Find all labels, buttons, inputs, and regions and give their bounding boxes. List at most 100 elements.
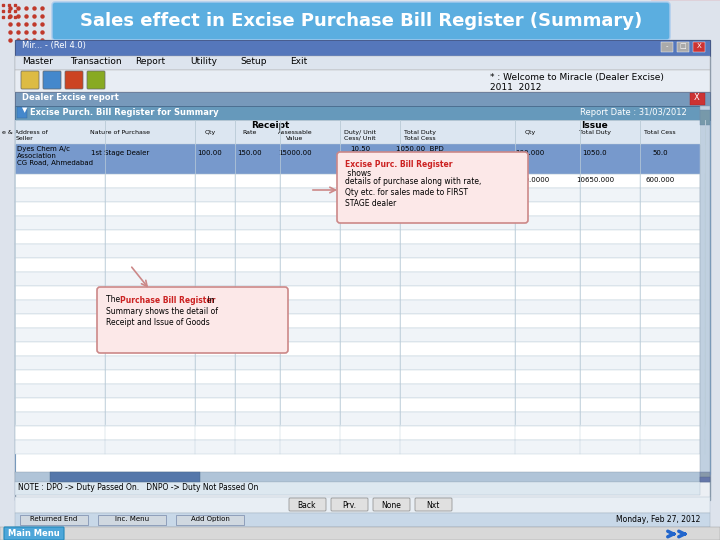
Text: Nxt: Nxt bbox=[426, 501, 440, 510]
Text: Monday, Feb 27, 2012: Monday, Feb 27, 2012 bbox=[616, 515, 700, 524]
Text: Total Cess: Total Cess bbox=[644, 130, 676, 135]
Bar bbox=[15, 300, 700, 314]
Bar bbox=[15, 356, 700, 370]
Bar bbox=[15, 384, 700, 398]
Text: e & Address of
Seller: e & Address of Seller bbox=[2, 130, 48, 141]
Bar bbox=[15, 472, 700, 482]
Text: -: - bbox=[666, 43, 668, 49]
Text: 1050.00  BPD
50.00  BNPD: 1050.00 BPD 50.00 BNPD bbox=[396, 146, 444, 159]
Bar bbox=[15, 497, 710, 513]
FancyBboxPatch shape bbox=[415, 498, 452, 511]
Text: Exit: Exit bbox=[290, 57, 307, 66]
Bar bbox=[15, 272, 700, 286]
Bar bbox=[15, 258, 700, 272]
Text: Qty: Qty bbox=[204, 130, 215, 135]
Text: 2011  2012: 2011 2012 bbox=[490, 83, 541, 92]
Text: Dyes Chem A/c
Association
CG Road, Ahmedabad: Dyes Chem A/c Association CG Road, Ahmed… bbox=[17, 146, 93, 166]
Text: 50.0: 50.0 bbox=[652, 150, 668, 156]
Text: 1st Stage Dealer: 1st Stage Dealer bbox=[91, 150, 149, 156]
Text: Excise Purch. Bill Register for Summary: Excise Purch. Bill Register for Summary bbox=[30, 108, 219, 117]
Text: Total Duty: Total Duty bbox=[579, 130, 611, 135]
Text: Report: Report bbox=[135, 57, 165, 66]
Bar bbox=[700, 106, 710, 474]
Bar bbox=[15, 342, 700, 356]
Bar bbox=[690, 93, 705, 105]
Bar bbox=[17, 107, 27, 118]
Text: Dealer Excise report: Dealer Excise report bbox=[22, 93, 119, 102]
Text: Qty etc. for sales made to FIRST: Qty etc. for sales made to FIRST bbox=[345, 188, 468, 197]
Bar bbox=[20, 515, 88, 525]
Text: Assessable
Value: Assessable Value bbox=[278, 130, 312, 141]
Text: □: □ bbox=[680, 43, 686, 49]
FancyBboxPatch shape bbox=[97, 287, 288, 353]
Text: STAGE dealer: STAGE dealer bbox=[345, 199, 396, 208]
Text: Excise Purc. Bill Register: Excise Purc. Bill Register bbox=[345, 160, 452, 169]
Text: 600.000: 600.000 bbox=[645, 177, 675, 183]
Bar bbox=[700, 477, 710, 482]
FancyBboxPatch shape bbox=[4, 527, 64, 540]
Text: Back: Back bbox=[298, 501, 316, 510]
Circle shape bbox=[651, 0, 720, 65]
Bar bbox=[15, 370, 700, 384]
Bar bbox=[661, 42, 673, 52]
Bar bbox=[15, 70, 710, 92]
Text: Sales effect in Excise Purchase Bill Register (Summary): Sales effect in Excise Purchase Bill Reg… bbox=[80, 12, 642, 30]
Bar bbox=[15, 40, 710, 500]
Text: Rate: Rate bbox=[243, 130, 257, 135]
Text: The: The bbox=[106, 295, 122, 304]
Bar bbox=[0, 527, 720, 540]
Text: Summary shows the detail of: Summary shows the detail of bbox=[106, 307, 218, 316]
Text: 150.00: 150.00 bbox=[238, 150, 262, 156]
Text: None: None bbox=[381, 501, 401, 510]
Bar bbox=[15, 202, 700, 216]
Text: 15000.00: 15000.00 bbox=[278, 150, 312, 156]
Bar bbox=[15, 106, 710, 474]
Text: Master: Master bbox=[22, 57, 53, 66]
Bar bbox=[15, 286, 700, 300]
Bar bbox=[700, 110, 710, 125]
Text: Utility: Utility bbox=[190, 57, 217, 66]
FancyBboxPatch shape bbox=[337, 152, 528, 223]
FancyBboxPatch shape bbox=[52, 2, 670, 40]
Text: details of purchase along with rate,: details of purchase along with rate, bbox=[345, 177, 482, 186]
Text: Balance Party: Balance Party bbox=[442, 190, 490, 196]
Text: 1000.0000: 1000.0000 bbox=[511, 177, 549, 183]
Bar bbox=[15, 398, 700, 412]
FancyBboxPatch shape bbox=[21, 71, 39, 89]
Bar bbox=[15, 412, 700, 426]
Bar bbox=[176, 515, 244, 525]
Text: Prv.: Prv. bbox=[342, 501, 356, 510]
Bar bbox=[15, 513, 710, 527]
Bar bbox=[98, 515, 166, 525]
Bar bbox=[15, 440, 700, 454]
Text: Returned End: Returned End bbox=[30, 516, 78, 522]
Bar bbox=[15, 482, 700, 495]
Text: 10650.000: 10650.000 bbox=[576, 177, 614, 183]
Bar bbox=[15, 314, 700, 328]
Text: Purchase Bill Register: Purchase Bill Register bbox=[120, 296, 215, 305]
Text: NOTE : DPO -> Duty Passed On.   DNPO -> Duty Not Passed On: NOTE : DPO -> Duty Passed On. DNPO -> Du… bbox=[18, 483, 258, 492]
Text: Total: Total bbox=[469, 177, 490, 186]
Text: Setup: Setup bbox=[240, 57, 266, 66]
Text: Issue: Issue bbox=[582, 121, 608, 130]
Text: Report Date : 31/03/2012: Report Date : 31/03/2012 bbox=[580, 108, 687, 117]
Text: shows: shows bbox=[345, 169, 371, 178]
Bar bbox=[15, 328, 700, 342]
Bar bbox=[15, 216, 700, 230]
Text: Inc. Menu: Inc. Menu bbox=[115, 516, 149, 522]
FancyBboxPatch shape bbox=[373, 498, 410, 511]
Text: Receipt: Receipt bbox=[251, 121, 289, 130]
Text: Mir... - (Rel 4.0): Mir... - (Rel 4.0) bbox=[22, 41, 86, 50]
FancyBboxPatch shape bbox=[43, 71, 61, 89]
FancyBboxPatch shape bbox=[289, 498, 326, 511]
FancyBboxPatch shape bbox=[65, 71, 83, 89]
Bar bbox=[15, 40, 710, 56]
Text: X: X bbox=[697, 43, 701, 49]
Text: Transaction: Transaction bbox=[70, 57, 122, 66]
FancyBboxPatch shape bbox=[87, 71, 105, 89]
Bar bbox=[693, 42, 705, 52]
Bar bbox=[15, 144, 700, 174]
Text: Main Menu: Main Menu bbox=[8, 529, 60, 538]
Bar bbox=[15, 92, 710, 106]
Bar bbox=[677, 42, 689, 52]
